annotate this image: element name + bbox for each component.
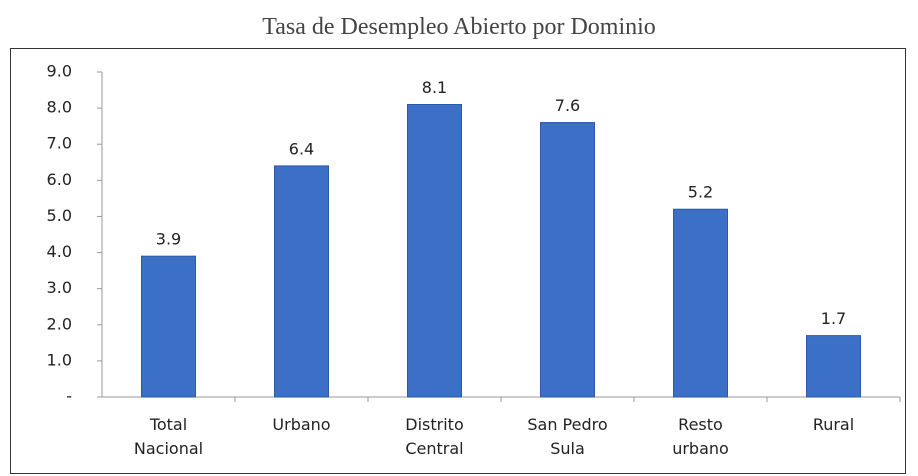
bar bbox=[806, 335, 861, 398]
value-label: 8.1 bbox=[422, 78, 447, 97]
value-label: 5.2 bbox=[688, 183, 713, 202]
y-tick-label: 7.0 bbox=[47, 134, 72, 153]
y-tick-label: 6.0 bbox=[47, 170, 72, 189]
value-label: 1.7 bbox=[821, 309, 846, 328]
x-tick-label: Resto urbano bbox=[672, 415, 729, 458]
y-tick-label: 4.0 bbox=[47, 242, 72, 261]
chart-title: Tasa de Desempleo Abierto por Dominio bbox=[262, 14, 656, 40]
y-tick-label: 5.0 bbox=[47, 206, 72, 225]
bar bbox=[407, 104, 462, 398]
y-tick-label: - bbox=[66, 387, 72, 406]
bar bbox=[141, 255, 196, 398]
bar bbox=[274, 165, 329, 398]
bar bbox=[673, 208, 728, 398]
chart-frame bbox=[10, 48, 906, 474]
x-tick-label: San Pedro Sula bbox=[527, 415, 608, 458]
bar bbox=[540, 122, 595, 398]
value-label: 3.9 bbox=[156, 230, 181, 249]
y-tick-label: 1.0 bbox=[47, 350, 72, 369]
x-tick-label: Rural bbox=[812, 415, 855, 434]
y-tick-label: 9.0 bbox=[47, 62, 72, 81]
value-label: 7.6 bbox=[555, 96, 580, 115]
x-tick-label: Total Nacional bbox=[133, 415, 204, 458]
y-tick-label: 8.0 bbox=[47, 98, 72, 117]
y-tick-label: 2.0 bbox=[47, 314, 72, 333]
x-tick-label: Distrito Central bbox=[405, 415, 464, 458]
value-label: 6.4 bbox=[289, 139, 314, 158]
x-tick-label: Urbano bbox=[272, 415, 331, 434]
y-tick-label: 3.0 bbox=[47, 278, 72, 297]
